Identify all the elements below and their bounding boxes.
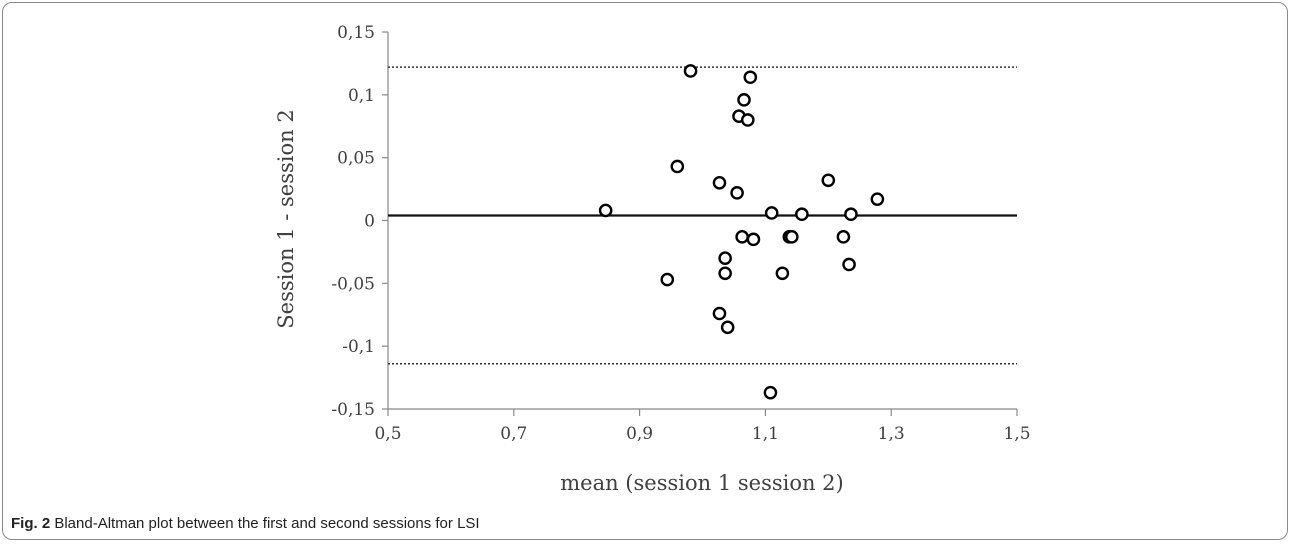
x-tick-label: 0,5 — [374, 424, 401, 444]
x-axis-title: mean (session 1 session 2) — [560, 471, 843, 495]
data-point — [712, 306, 727, 321]
data-point — [795, 207, 809, 222]
bland-altman-chart: 0,15 0,1 0,05 0 -0,05 -0,1 -0,15 0,5 0,7 0,9 1,1 1… — [274, 23, 1031, 495]
data-point — [870, 192, 885, 206]
data-point — [730, 186, 744, 200]
y-tick-label: 0,05 — [337, 149, 375, 169]
y-tick-label: -0,05 — [331, 274, 375, 294]
y-axis-title: Session 1 - session 2 — [274, 109, 298, 328]
data-point — [660, 272, 675, 287]
y-tick-label: -0,15 — [331, 400, 375, 420]
data-point — [764, 206, 779, 220]
data-point — [670, 159, 685, 174]
data-point — [712, 175, 727, 190]
data-point — [844, 207, 858, 222]
x-tick-label: 1,5 — [1003, 424, 1030, 444]
x-tick-label: 1,1 — [752, 424, 779, 444]
data-point — [735, 230, 749, 244]
x-tick-label: 0,7 — [500, 424, 527, 444]
data-point — [718, 251, 732, 266]
y-tick-label: -0,1 — [342, 337, 375, 357]
y-tick-label: 0,1 — [348, 86, 375, 106]
data-point — [821, 173, 836, 188]
x-tick-label: 0,9 — [626, 424, 653, 444]
data-point — [842, 257, 856, 272]
y-tick-label: 0,15 — [337, 23, 375, 43]
caption-text: Bland-Altman plot between the first and … — [54, 515, 480, 532]
data-point — [598, 203, 613, 218]
data-point — [720, 320, 735, 335]
figure-caption: Fig. 2 Bland-Altman plot between the fir… — [11, 515, 480, 532]
x-tick-label: 1,3 — [878, 424, 905, 444]
data-point — [785, 230, 799, 244]
data-point — [775, 266, 790, 281]
data-point — [683, 64, 698, 78]
y-tick-label: 0 — [364, 212, 375, 232]
data-point — [746, 232, 761, 247]
data-point — [740, 113, 755, 127]
data-point — [737, 93, 751, 107]
data-point — [743, 70, 758, 85]
data-point — [718, 266, 732, 281]
data-point — [763, 385, 778, 400]
caption-label: Fig. 2 — [11, 515, 51, 532]
data-point — [836, 230, 851, 244]
